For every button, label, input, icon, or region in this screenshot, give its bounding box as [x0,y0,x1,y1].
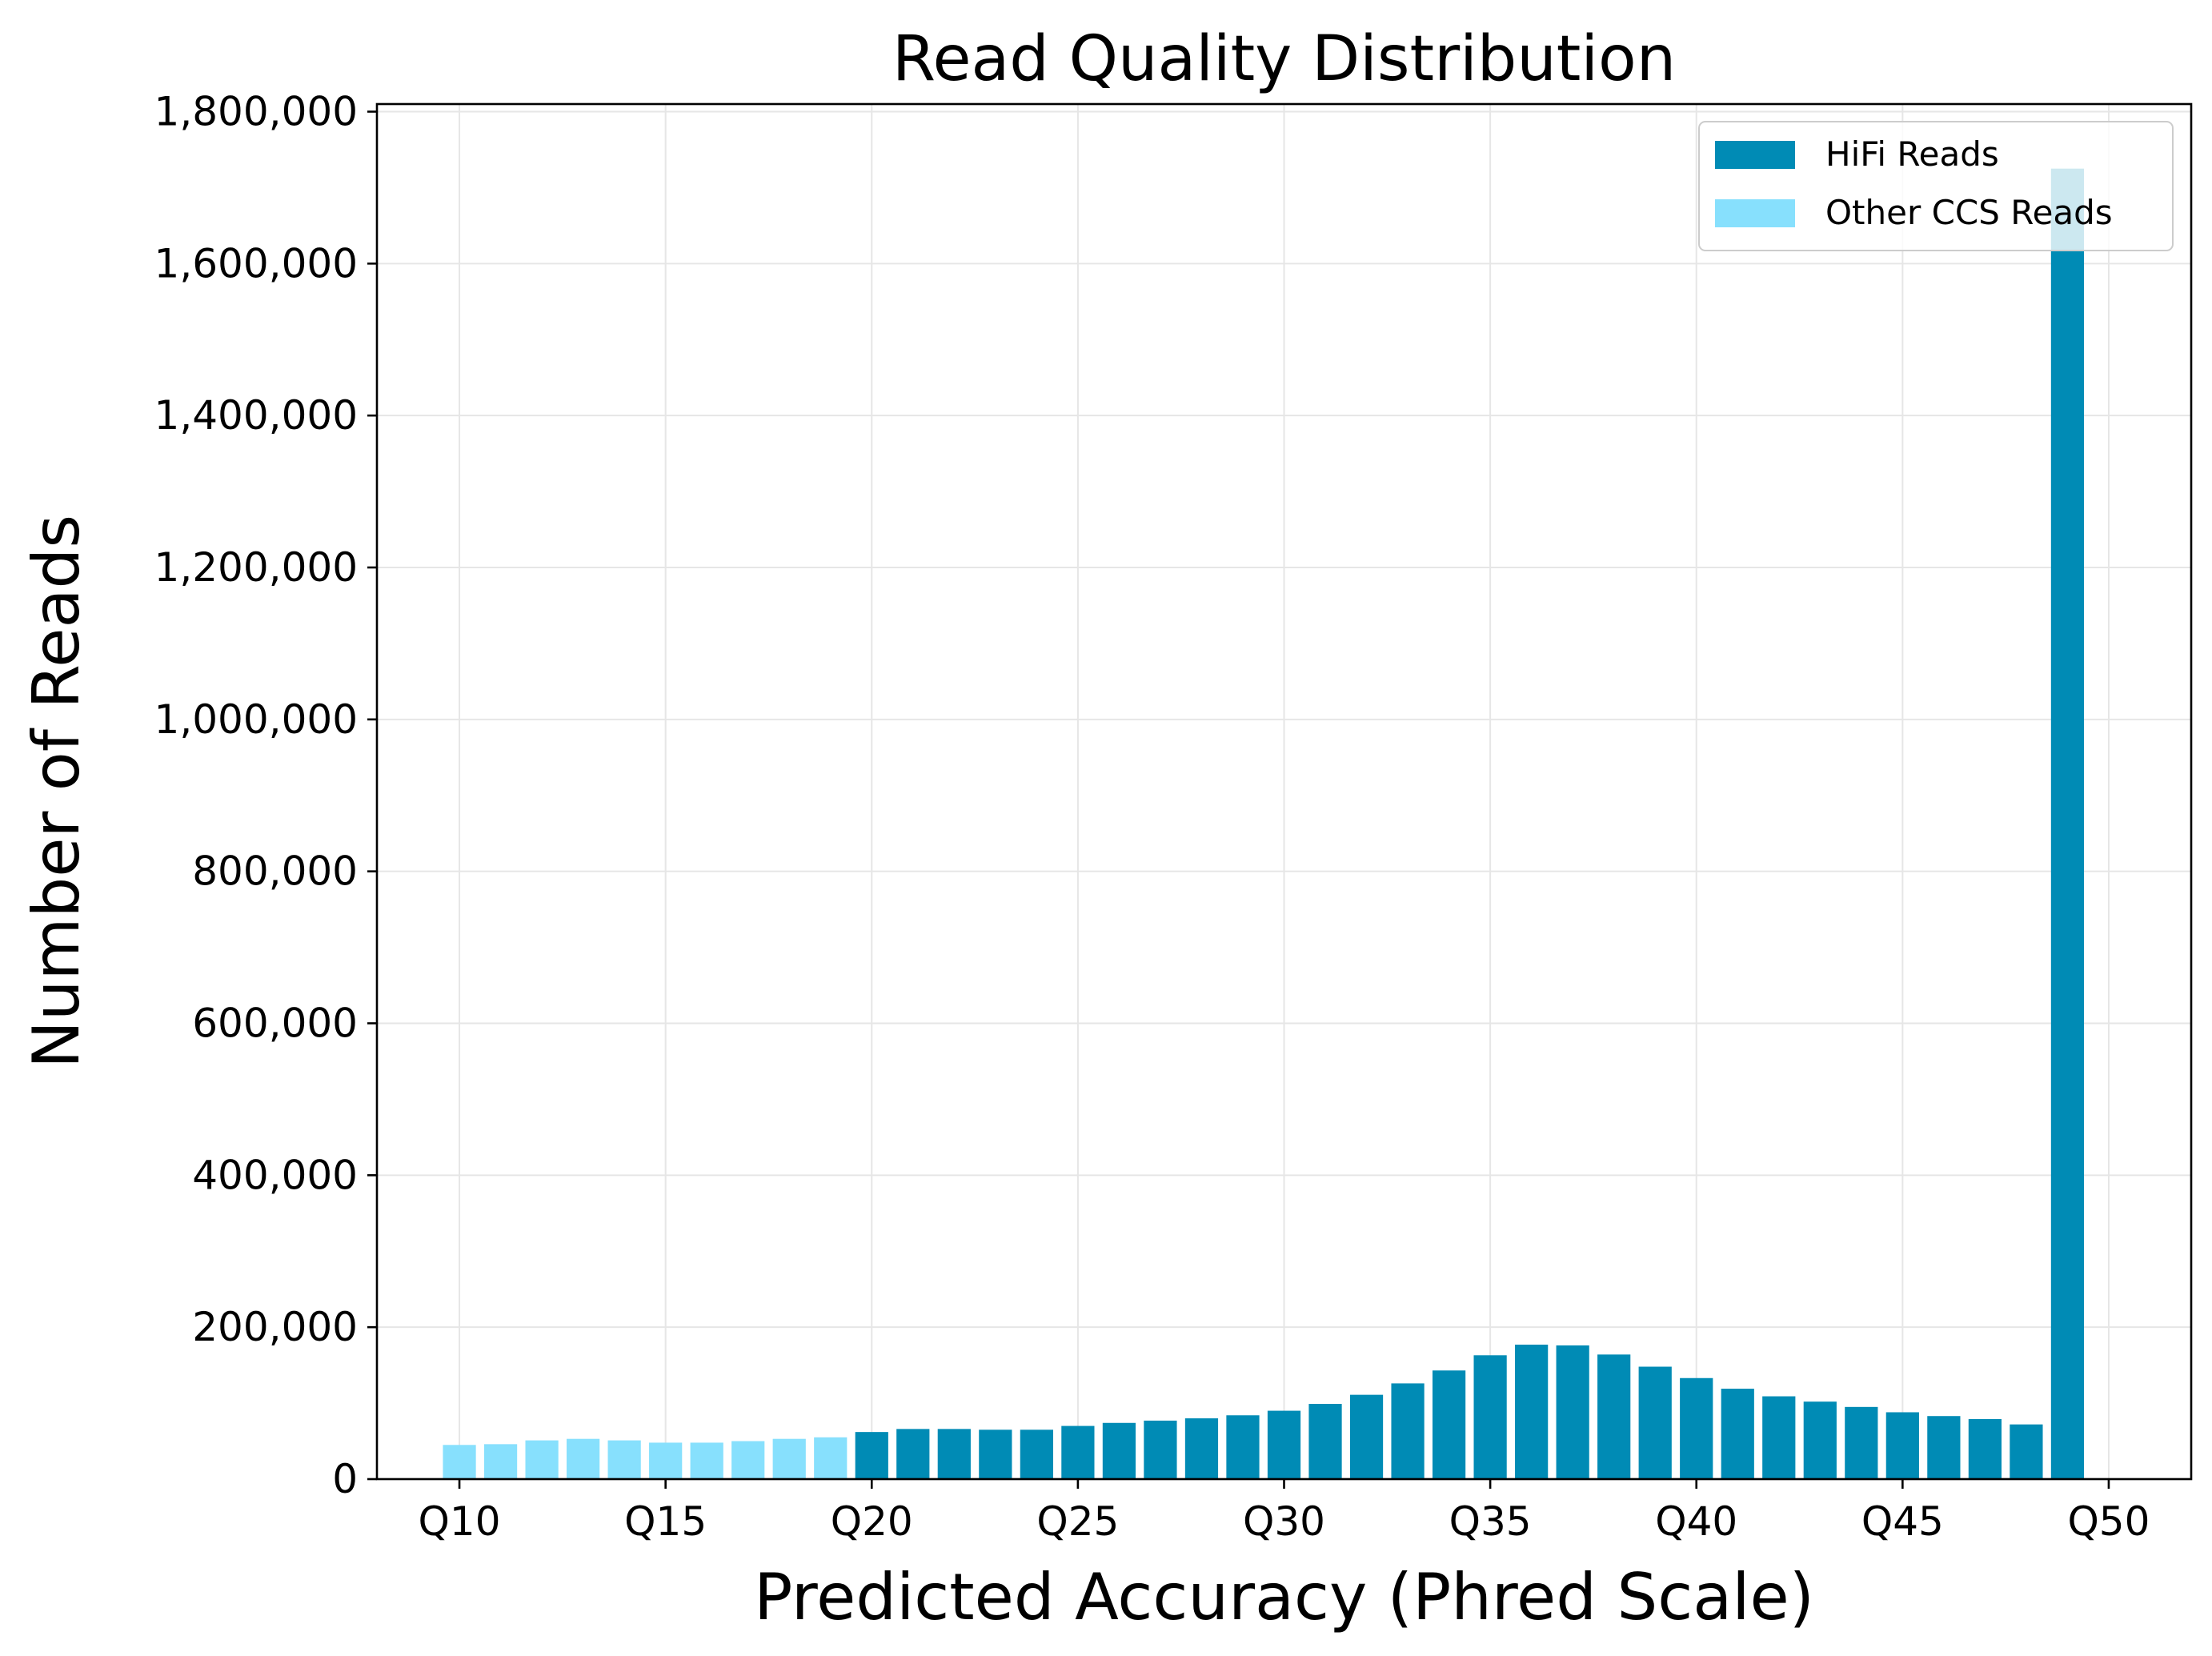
bar [1391,1383,1425,1479]
y-tick-label: 400,000 [192,1152,358,1198]
bar [1144,1420,1177,1479]
x-tick-label: Q35 [1449,1498,1532,1545]
x-tick-label: Q45 [1861,1498,1944,1545]
bar [1803,1401,1837,1479]
legend-label: HiFi Reads [1825,134,1999,174]
bar [1102,1422,1136,1479]
bar [607,1440,641,1479]
y-tick-label: 1,800,000 [154,88,358,134]
bar [1885,1412,1919,1479]
bar [1226,1415,1260,1479]
bar [1308,1404,1342,1479]
legend-swatch [1715,199,1795,227]
bar [1349,1394,1384,1479]
grid-lines [377,104,2191,1480]
y-tick-label: 1,400,000 [154,392,358,439]
x-tick-label: Q15 [624,1498,707,1545]
bar [814,1437,848,1479]
bar [937,1429,971,1479]
bar [443,1445,476,1479]
bar [1721,1389,1754,1479]
bar [690,1442,723,1479]
y-tick-label: 1,600,000 [154,240,358,287]
bar [483,1444,518,1479]
bar [1556,1345,1589,1479]
y-tick-label: 200,000 [192,1304,358,1350]
bar [2010,1424,2043,1479]
bar [1762,1396,1796,1479]
x-tick-label: Q25 [1036,1498,1119,1545]
bar [772,1438,806,1479]
bar [525,1440,559,1479]
legend-label: Other CCS Reads [1825,193,2113,232]
y-tick-label: 800,000 [192,848,358,895]
y-tick-label: 0 [332,1456,358,1502]
bar [1845,1406,1878,1479]
bar [567,1438,600,1479]
bar [896,1429,930,1479]
bar [1638,1366,1672,1479]
bar [1680,1377,1713,1479]
y-tick-label: 1,200,000 [154,544,358,591]
chart-title: Read Quality Distribution [892,23,1676,95]
bar [2050,168,2085,1479]
bar [649,1442,683,1479]
x-tick-label: Q20 [831,1498,913,1545]
bar [1020,1429,1053,1479]
legend: HiFi Reads Other CCS Reads [1698,121,2174,251]
x-tick-label: Q40 [1655,1498,1737,1545]
bar [1515,1344,1549,1479]
bar [855,1432,888,1479]
x-axis-label: Predicted Accuracy (Phred Scale) [754,1560,1814,1634]
bars [443,168,2085,1479]
bar [731,1441,765,1479]
x-tick-label: Q30 [1243,1498,1325,1545]
legend-frame [1698,121,2174,251]
bar [1968,1419,2002,1479]
bar [1184,1418,1219,1479]
bar [1061,1425,1095,1479]
bar [1597,1354,1631,1479]
bar [1267,1410,1301,1479]
bar [979,1429,1012,1479]
bar [1927,1416,1961,1479]
bar [1473,1355,1507,1479]
x-tick-label: Q10 [419,1498,501,1545]
y-axis-label: Number of Reads [19,515,94,1069]
y-tick-label: 1,000,000 [154,696,358,743]
bar [1432,1370,1466,1479]
axes: 0 200,000 400,000 600,000 800,000 1,000,000 1,… [154,88,2150,1545]
y-tick-label: 600,000 [192,1000,358,1046]
legend-swatch [1715,141,1795,169]
x-tick-label: Q50 [2067,1498,2150,1545]
